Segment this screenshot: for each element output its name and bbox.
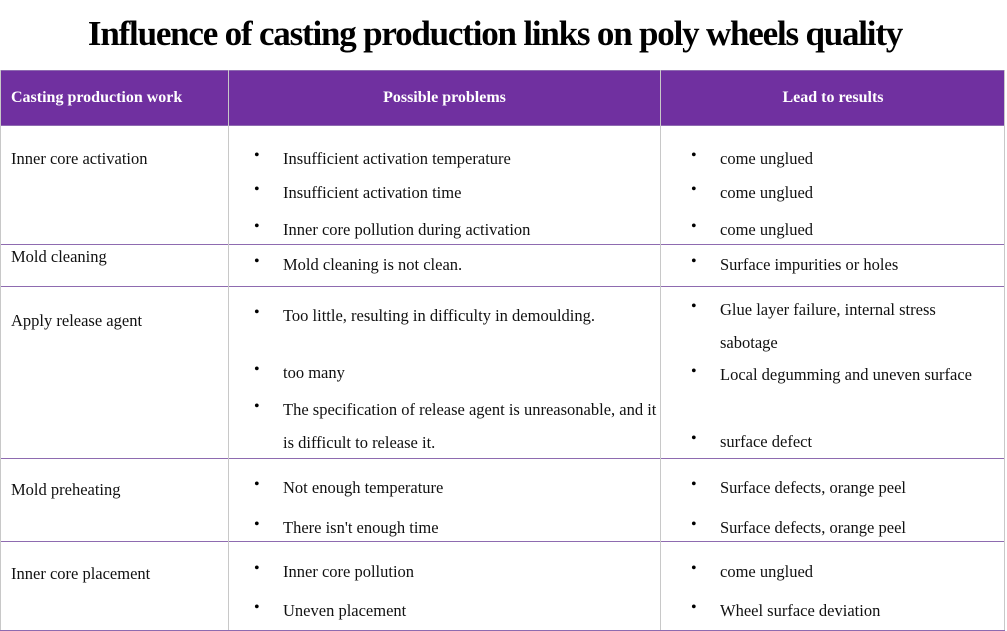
header-cell: Lead to results	[661, 70, 1005, 125]
problem-item: The specification of release agent is un…	[283, 400, 657, 452]
column-border	[660, 70, 661, 630]
bullet: •	[254, 560, 260, 577]
problem-item: Mold cleaning is not clean.	[283, 255, 463, 274]
bullet: •	[691, 147, 697, 164]
work-cell: Inner core placement	[11, 564, 151, 583]
result-item: Glue layer failure, internal stress sabo…	[720, 300, 936, 352]
row-border	[0, 541, 1005, 542]
result-item: surface defect	[720, 432, 813, 451]
result-item: come unglued	[720, 149, 814, 168]
bullet: •	[691, 181, 697, 198]
header-cell: Possible problems	[229, 70, 660, 125]
bullet: •	[254, 476, 260, 493]
bullet: •	[691, 298, 697, 315]
result-item: come unglued	[720, 562, 814, 581]
result-item: Surface defects, orange peel	[720, 478, 906, 497]
problem-item: Uneven placement	[283, 601, 407, 620]
work-cell: Mold preheating	[11, 480, 121, 499]
column-border	[1004, 70, 1005, 630]
row-border	[0, 286, 1005, 287]
result-item: Surface defects, orange peel	[720, 518, 906, 537]
bullet: •	[254, 304, 260, 321]
bullet: •	[691, 363, 697, 380]
bullet: •	[254, 218, 260, 235]
problem-item: Inner core pollution during activation	[283, 220, 531, 239]
problem-item: Insufficient activation temperature	[283, 149, 511, 168]
work-cell: Inner core activation	[11, 149, 148, 168]
result-item: Surface impurities or holes	[720, 255, 899, 274]
problem-item: Not enough temperature	[283, 478, 444, 497]
bullet: •	[254, 147, 260, 164]
bullet: •	[254, 253, 260, 270]
column-border	[228, 70, 229, 630]
problem-item: Too little, resulting in difficulty in d…	[283, 306, 596, 325]
bullet: •	[691, 253, 697, 270]
header-cell: Casting production work	[0, 70, 228, 125]
table: Casting production work Possible problem…	[0, 70, 1005, 631]
bullet: •	[254, 181, 260, 198]
row-border	[0, 244, 1005, 245]
result-item: Wheel surface deviation	[720, 601, 881, 620]
problem-item: too many	[283, 363, 345, 382]
work-cell: Mold cleaning	[11, 247, 107, 266]
result-item: come unglued	[720, 220, 814, 239]
bullet: •	[254, 398, 260, 415]
bullet: •	[691, 560, 697, 577]
row-border	[0, 70, 1005, 71]
bullet: •	[254, 599, 260, 616]
bullet: •	[691, 430, 697, 447]
result-item: come unglued	[720, 183, 814, 202]
title: Influence of casting production links on…	[87, 14, 903, 53]
problem-item: Insufficient activation time	[283, 183, 462, 202]
bullet: •	[691, 599, 697, 616]
row-border	[0, 458, 1005, 459]
work-cell: Apply release agent	[11, 311, 143, 330]
result-item: Local degumming and uneven surface	[720, 365, 972, 384]
problem-item: Inner core pollution	[283, 562, 415, 581]
row-border	[0, 125, 1005, 126]
column-border	[0, 70, 1, 630]
bullet: •	[691, 476, 697, 493]
bullet: •	[254, 361, 260, 378]
bullet: •	[691, 218, 697, 235]
bullet: •	[254, 516, 260, 533]
problem-item: There isn't enough time	[283, 518, 439, 537]
bullet: •	[691, 516, 697, 533]
